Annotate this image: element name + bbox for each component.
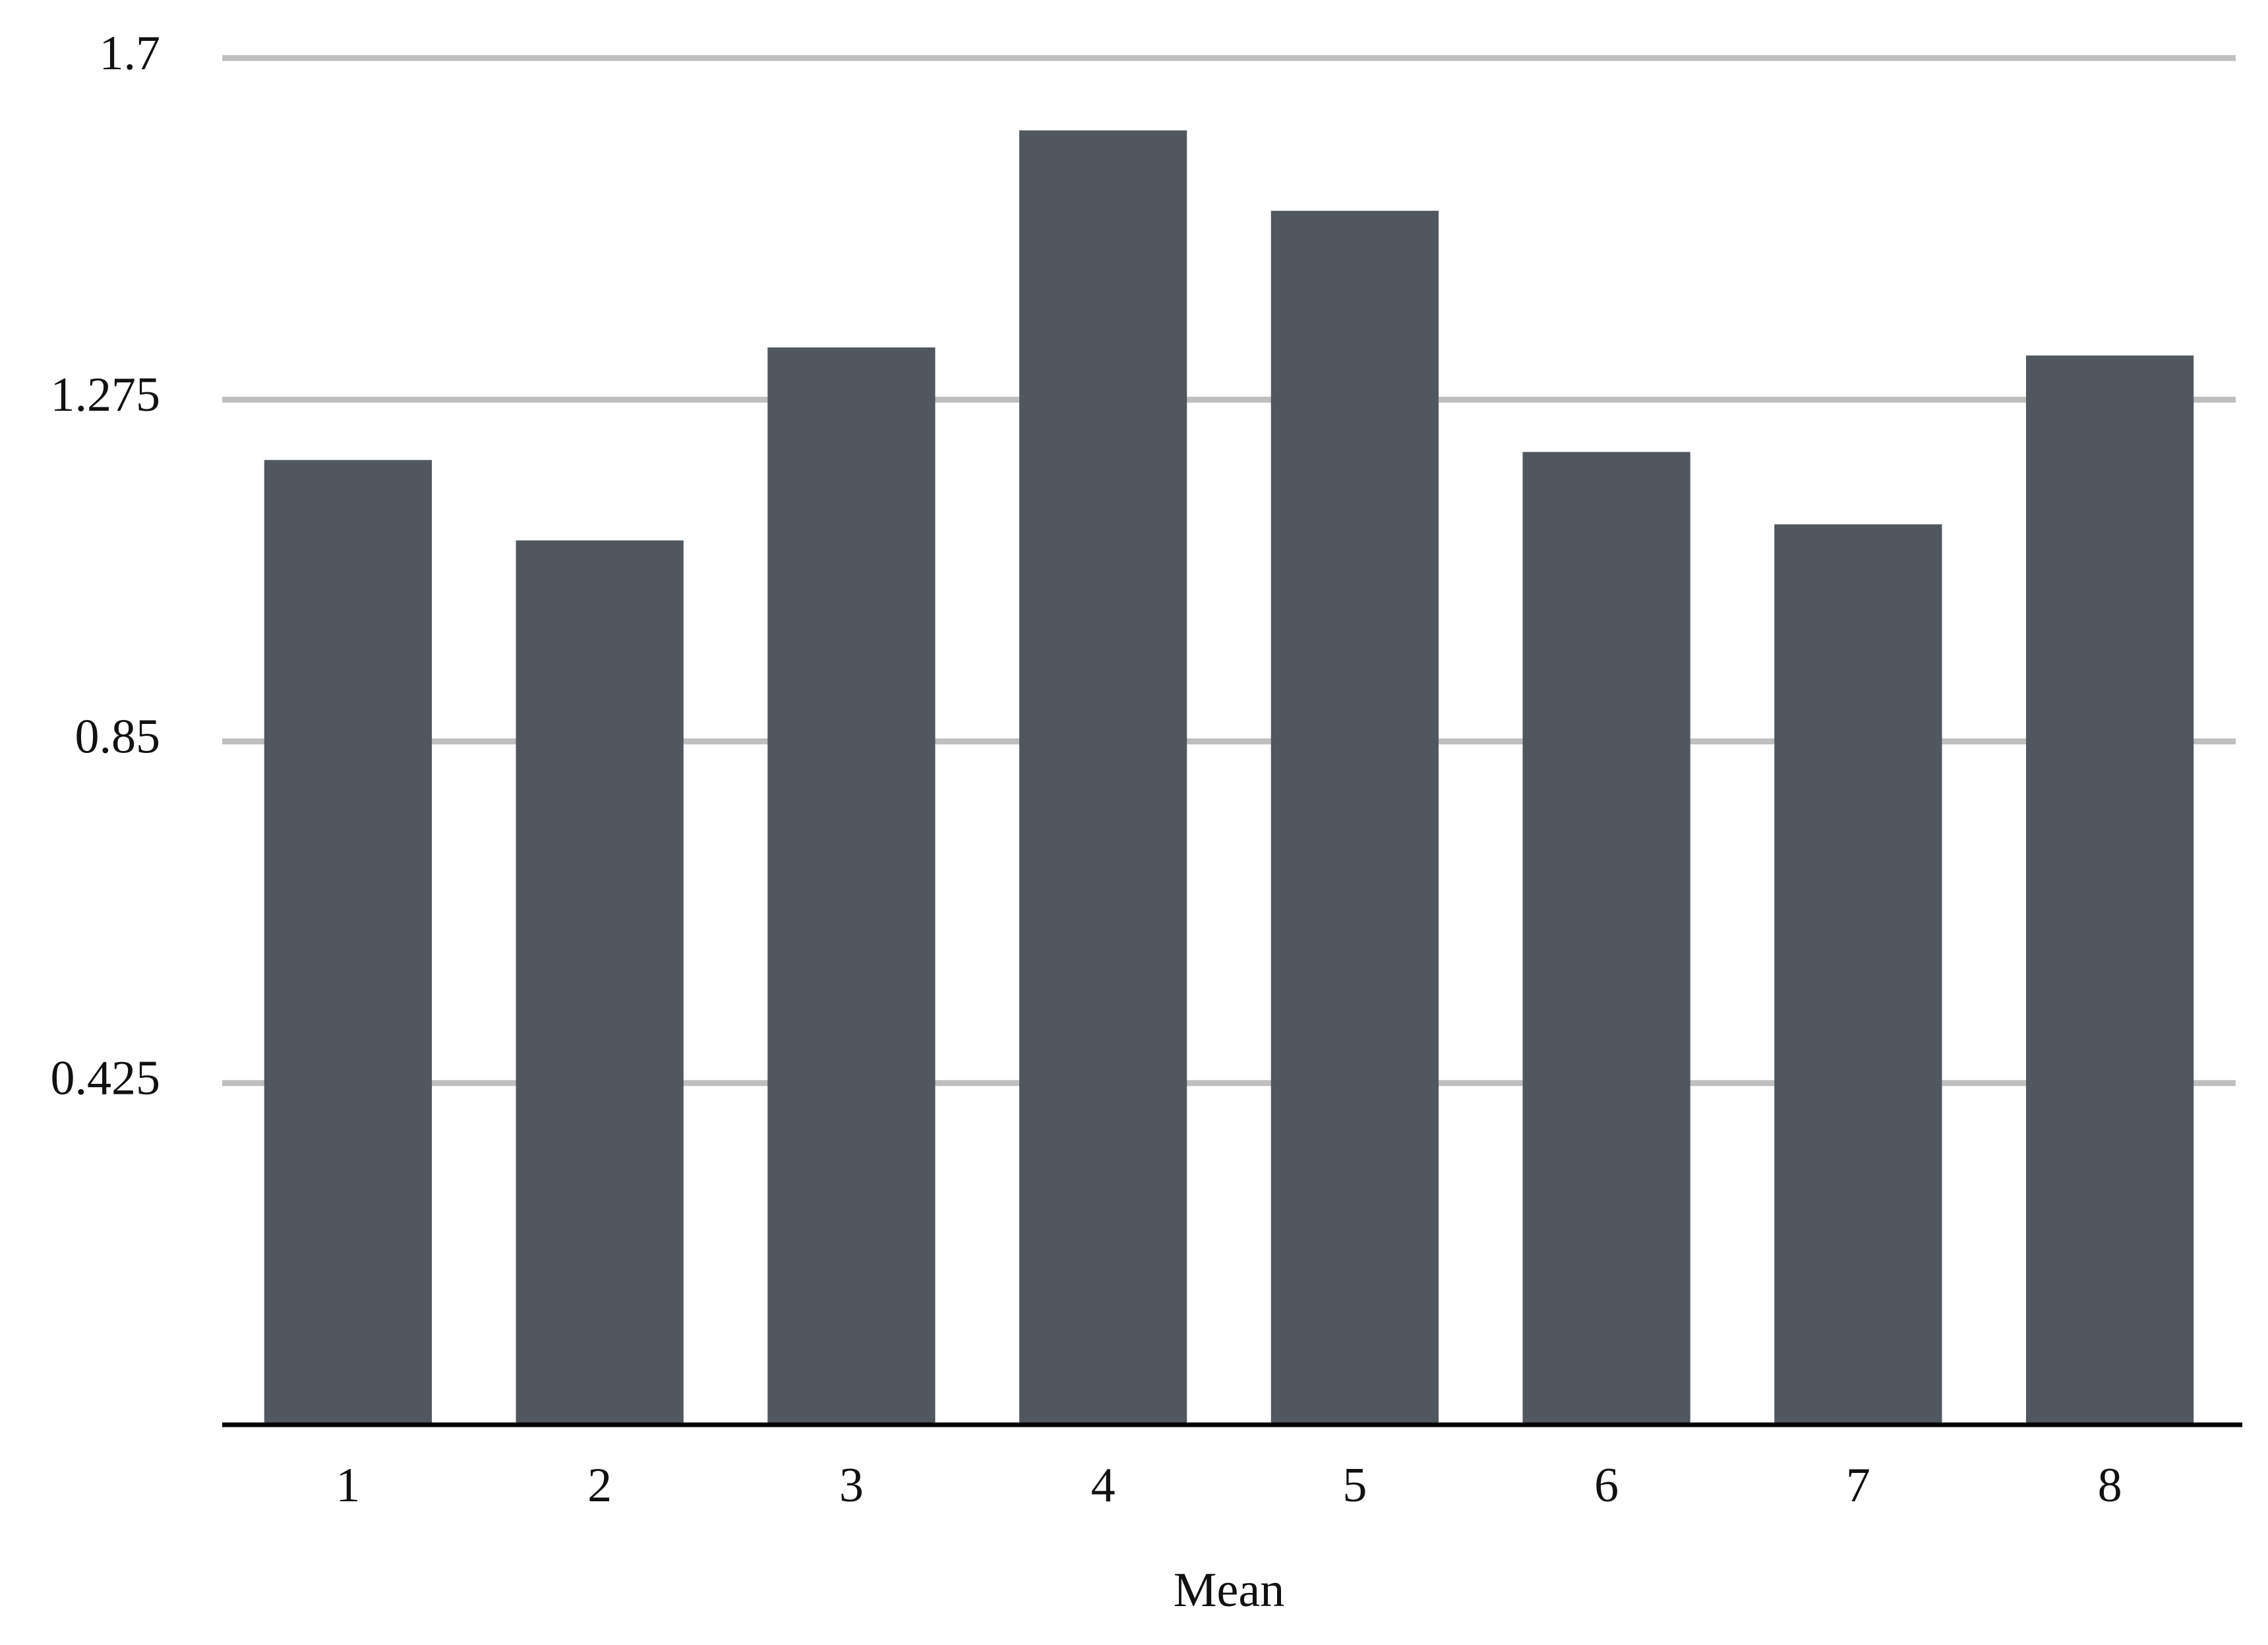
- x-tick-label: 1: [336, 1458, 360, 1512]
- bar: [1270, 210, 1439, 1425]
- x-tick-label: 4: [1091, 1458, 1116, 1512]
- y-tick-label: 0.85: [75, 709, 161, 763]
- y-tick-label: 1.7: [100, 26, 161, 80]
- x-tick-label: 2: [587, 1458, 612, 1512]
- x-tick-label: 5: [1342, 1458, 1367, 1512]
- x-tick-label: 3: [839, 1458, 864, 1512]
- x-tick-label: 7: [1846, 1458, 1870, 1512]
- bar: [1019, 130, 1187, 1425]
- bar: [767, 347, 936, 1425]
- x-tick-label: 6: [1594, 1458, 1619, 1512]
- bar: [516, 540, 684, 1425]
- bar: [2026, 355, 2194, 1425]
- x-axis-label: Mean: [1174, 1563, 1285, 1617]
- x-tick-label: 8: [2098, 1458, 2122, 1512]
- y-tick-label: 1.275: [51, 368, 161, 422]
- y-tick-label: 0.425: [51, 1052, 161, 1106]
- bar: [1522, 452, 1690, 1425]
- bar: [1774, 524, 1942, 1425]
- bar: [264, 460, 432, 1425]
